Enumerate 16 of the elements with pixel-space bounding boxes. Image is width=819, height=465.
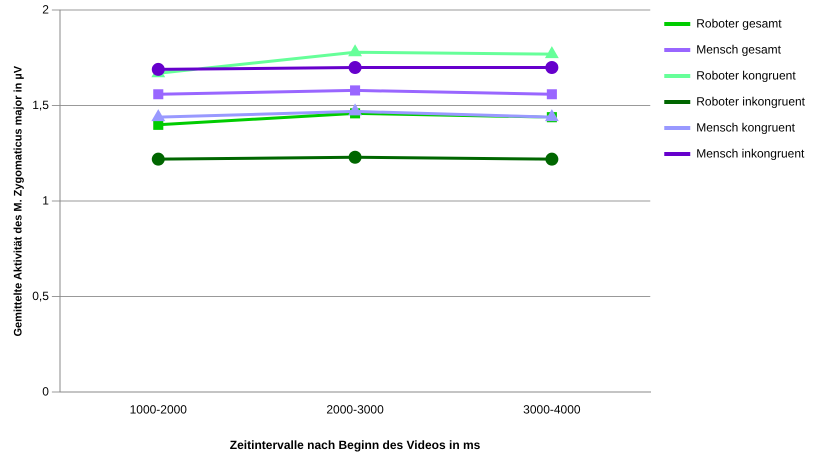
legend-label: Roboter gesamt (696, 16, 782, 30)
y-tick-label: 2 (42, 2, 50, 17)
x-axis-title: Zeitintervalle nach Beginn des Videos in ms (230, 438, 481, 452)
legend-label: Roboter kongruent (696, 68, 796, 82)
x-tick-label: 3000-4000 (523, 402, 581, 417)
y-tick-label: 0 (42, 384, 50, 399)
y-tick-label: 1 (42, 194, 50, 208)
y-axis-title: Gemittelte Aktivität des M. Zygomaticus major in µV (12, 65, 25, 337)
legend-label: Mensch inkongruent (696, 146, 805, 160)
x-tick-label: 2000-3000 (326, 402, 384, 417)
legend-label: Roboter inkongruent (696, 94, 806, 108)
legend-label: Mensch kongruent (696, 120, 796, 134)
legend-label: Mensch gesamt (696, 42, 782, 56)
y-tick-label: 1,5 (32, 98, 50, 112)
y-tick-label: 0,5 (32, 289, 50, 304)
x-tick-label: 1000-2000 (130, 402, 188, 417)
